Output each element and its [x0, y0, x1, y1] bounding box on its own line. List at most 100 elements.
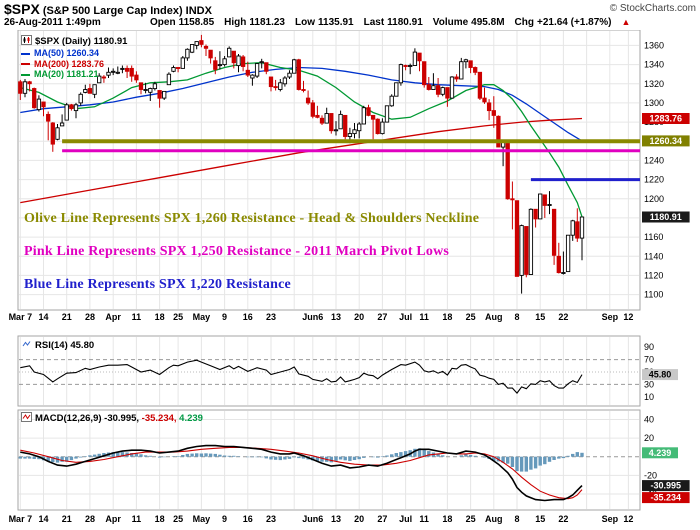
- quote-value: 1135.91: [318, 17, 354, 28]
- quote-label: Volume: [432, 17, 469, 28]
- title-row: $SPX (S&P 500 Large Cap Index) INDX © Sto…: [4, 1, 696, 17]
- svg-text:11: 11: [132, 312, 142, 322]
- svg-text:13: 13: [331, 312, 341, 322]
- svg-text:27: 27: [377, 312, 387, 322]
- svg-text:1100: 1100: [644, 290, 663, 300]
- svg-text:28: 28: [85, 312, 95, 322]
- svg-text:70: 70: [644, 355, 654, 365]
- quote-strip: Open 1158.85 High 1181.23 Low 1135.91 Last 1180…: [150, 17, 630, 28]
- svg-text:1260.34: 1260.34: [650, 136, 683, 146]
- ma-legend-label: MA(20) 1181.21: [34, 69, 99, 79]
- chart-header: $SPX (S&P 500 Large Cap Index) INDX © Sto…: [0, 0, 700, 30]
- svg-text:1200: 1200: [644, 194, 664, 204]
- svg-text:90: 90: [644, 342, 654, 352]
- quote-label: Low: [295, 17, 315, 28]
- svg-text:11: 11: [132, 514, 142, 524]
- svg-text:11: 11: [419, 312, 429, 322]
- ma-legend-label: MA(50) 1260.34: [34, 48, 100, 58]
- svg-text:27: 27: [377, 514, 387, 524]
- candlestick-chart-icon: [21, 35, 32, 45]
- svg-text:-30.995: -30.995: [651, 481, 682, 491]
- svg-text:1340: 1340: [644, 60, 664, 70]
- quote-label: High: [224, 17, 247, 28]
- svg-text:20: 20: [644, 433, 654, 443]
- svg-text:4.239: 4.239: [649, 448, 672, 458]
- svg-text:Apr: Apr: [105, 312, 121, 322]
- macd-value: -30.995,: [101, 413, 140, 424]
- ma-line-swatch: [21, 63, 30, 66]
- ma-legend-row: MA(20) 1181.21: [21, 69, 127, 80]
- ma-line-swatch: [21, 52, 30, 55]
- svg-text:Jun6: Jun6: [302, 514, 323, 524]
- svg-text:18: 18: [442, 312, 452, 322]
- svg-text:18: 18: [155, 312, 165, 322]
- svg-text:20: 20: [354, 312, 364, 322]
- ma-legend-row: MA(200) 1283.76: [21, 59, 127, 70]
- svg-text:9: 9: [222, 312, 227, 322]
- change-up-arrow-icon: ▲: [621, 17, 631, 27]
- svg-text:20: 20: [354, 514, 364, 524]
- svg-text:16: 16: [243, 514, 253, 524]
- rsi-legend: RSI(14) 45.80: [21, 339, 94, 351]
- svg-text:25: 25: [466, 312, 476, 322]
- svg-text:22: 22: [558, 312, 568, 322]
- svg-text:Mar 7: Mar 7: [9, 312, 33, 322]
- macd-value: 4.239: [176, 413, 203, 424]
- annotation-text: Pink Line Represents SPX 1,250 Resistanc…: [24, 244, 450, 259]
- quote-row: 26-Aug-2011 1:49pm Open 1158.85 High 1181.23…: [4, 17, 696, 28]
- svg-text:14: 14: [39, 514, 49, 524]
- quote-label: Chg: [514, 17, 534, 28]
- svg-text:1240: 1240: [644, 155, 664, 165]
- macd-legend-label: MACD(12,26,9): [35, 413, 102, 424]
- quote-value: 1181.23: [249, 17, 285, 28]
- svg-text:25: 25: [466, 514, 476, 524]
- macd-legend-values: -30.995, -35.234, 4.239: [102, 413, 203, 424]
- svg-text:13: 13: [331, 514, 341, 524]
- macd-legend: MACD(12,26,9) -30.995, -35.234, 4.239: [21, 412, 203, 424]
- svg-text:8: 8: [514, 514, 519, 524]
- quote-label: Open: [150, 17, 176, 28]
- svg-text:1360: 1360: [644, 40, 664, 50]
- svg-text:1120: 1120: [644, 270, 663, 280]
- svg-text:11: 11: [419, 514, 429, 524]
- svg-text:23: 23: [266, 514, 276, 524]
- ma-legend-row: MA(50) 1260.34: [21, 48, 127, 59]
- svg-text:14: 14: [39, 312, 49, 322]
- svg-text:1220: 1220: [644, 175, 664, 185]
- svg-text:40: 40: [644, 414, 654, 424]
- svg-text:15: 15: [535, 514, 545, 524]
- svg-text:-35.234: -35.234: [651, 493, 682, 503]
- svg-text:28: 28: [85, 514, 95, 524]
- macd-legend-icon: [21, 412, 32, 422]
- svg-text:21: 21: [62, 312, 72, 322]
- rsi-legend-label: RSI(14) 45.80: [35, 340, 95, 351]
- ma-line-swatch: [21, 73, 30, 76]
- svg-text:23: 23: [266, 312, 276, 322]
- svg-text:1140: 1140: [644, 251, 663, 261]
- svg-text:18: 18: [155, 514, 165, 524]
- svg-text:Jul: Jul: [399, 514, 412, 524]
- svg-text:Sep: Sep: [602, 312, 619, 322]
- svg-text:Aug: Aug: [485, 514, 503, 524]
- main-chart-legend: $SPX (Daily) 1180.91 MA(50) 1260.34 MA(20…: [21, 35, 127, 80]
- annotation-text: Blue Line Represents SPX 1,220 Resistanc…: [24, 277, 291, 292]
- svg-text:10: 10: [644, 392, 654, 402]
- svg-text:1160: 1160: [644, 232, 663, 242]
- macd-value: -35.234,: [139, 413, 177, 424]
- svg-text:1180.91: 1180.91: [650, 212, 682, 222]
- stockcharts-credit: © StockCharts.com: [609, 3, 696, 14]
- svg-text:21: 21: [62, 514, 72, 524]
- ma-legend-rows: MA(50) 1260.34 MA(200) 1283.76 MA(20) 1181…: [21, 48, 127, 80]
- svg-text:18: 18: [442, 514, 452, 524]
- svg-text:25: 25: [173, 312, 183, 322]
- chart-datetime: 26-Aug-2011 1:49pm: [4, 17, 101, 28]
- svg-text:45.80: 45.80: [649, 370, 672, 380]
- annotation-text: Olive Line Represents SPX 1,260 Resistan…: [24, 211, 480, 226]
- svg-text:25: 25: [173, 514, 183, 524]
- main-legend-title: $SPX (Daily) 1180.91: [35, 36, 128, 47]
- svg-text:Sep: Sep: [602, 514, 619, 524]
- svg-text:22: 22: [558, 514, 568, 524]
- svg-text:Apr: Apr: [105, 514, 121, 524]
